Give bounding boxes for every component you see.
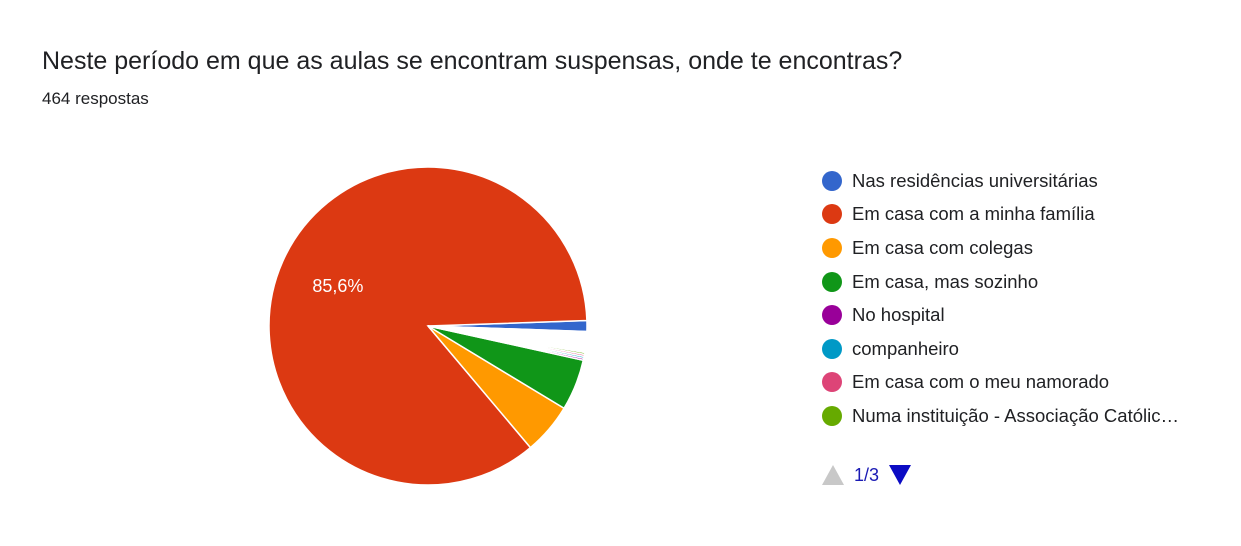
legend-color-dot-icon — [822, 305, 842, 326]
legend-color-dot-icon — [822, 204, 842, 225]
response-count: 464 respostas — [42, 89, 149, 108]
pager-down-icon[interactable] — [889, 465, 912, 485]
legend-label: companheiro — [852, 337, 959, 359]
legend-item[interactable]: Em casa com a minha família — [820, 198, 1235, 232]
legend-color-dot-icon — [822, 271, 842, 292]
pie-chart: 85,6% — [268, 166, 588, 486]
legend-color-dot-icon — [822, 405, 842, 426]
legend-color-dot-icon — [822, 372, 842, 393]
legend-color-dot-icon — [822, 170, 842, 191]
pie-slices — [268, 166, 588, 486]
pie-labels: 85,6% — [312, 276, 363, 296]
pie-data-label: 85,6% — [312, 276, 363, 296]
legend-label: Em casa, mas sozinho — [852, 270, 1039, 292]
legend-item[interactable]: Numa instituição - Associação Católic… — [820, 399, 1235, 433]
legend-label: Em casa com o meu namorado — [852, 371, 1110, 393]
pager-page-indicator: 1/3 — [854, 464, 880, 485]
legend-item[interactable]: Em casa com o meu namorado — [820, 366, 1235, 400]
legend-item[interactable]: companheiro — [820, 332, 1235, 366]
pager-up-icon[interactable] — [822, 465, 844, 485]
legend-item[interactable]: Em casa, mas sozinho — [820, 265, 1235, 299]
legend-color-dot-icon — [822, 338, 842, 359]
legend-label: Em casa com a minha família — [852, 203, 1095, 225]
legend-pager: 1/3 — [822, 462, 912, 488]
legend: Nas residências universitárias Em casa co… — [820, 164, 1235, 433]
legend-label: No hospital — [852, 304, 945, 326]
legend-label: Em casa com colegas — [852, 236, 1033, 258]
legend-item[interactable]: No hospital — [820, 298, 1235, 332]
legend-color-dot-icon — [822, 237, 842, 258]
legend-label: Nas residências universitárias — [852, 169, 1098, 191]
legend-label: Numa instituição - Associação Católic… — [852, 404, 1179, 426]
legend-item[interactable]: Em casa com colegas — [820, 231, 1235, 265]
legend-item[interactable]: Nas residências universitárias — [820, 164, 1235, 198]
pie-slice — [427, 325, 588, 354]
chart-title: Neste período em que as aulas se encontr… — [42, 47, 903, 75]
